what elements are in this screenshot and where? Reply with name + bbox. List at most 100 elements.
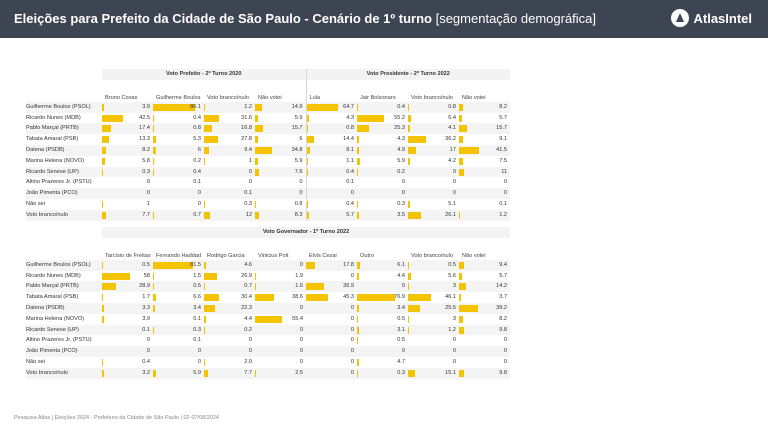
value-bar <box>102 272 131 280</box>
data-label: 0.8 <box>294 200 303 207</box>
row-label: Datena (PSDB) <box>26 144 102 156</box>
data-cell: 6 <box>153 144 204 156</box>
data-cell: 0.7 <box>153 209 204 221</box>
data-label: 0.4 <box>193 168 201 175</box>
data-cell: 0.1 <box>305 177 357 189</box>
data-label: 39.2 <box>496 304 508 311</box>
data-label: 46.1 <box>445 294 456 301</box>
data-label: 0.3 <box>244 200 252 207</box>
data-cell: 0 <box>255 357 306 368</box>
data-label: 12 <box>245 211 252 218</box>
data-cell: 14.9 <box>255 101 306 113</box>
data-label: 0 <box>350 304 354 311</box>
data-cell: 0 <box>255 259 306 271</box>
data-cell: 15.1 <box>408 367 459 379</box>
data-cell: 34.8 <box>255 144 306 156</box>
data-label: 0.5 <box>142 261 150 268</box>
value-bar <box>408 146 417 154</box>
value-bar <box>102 146 107 154</box>
value-bar <box>204 211 210 219</box>
column-header: Jair Bolsonaro <box>360 95 396 102</box>
data-cell: 0 <box>357 177 408 188</box>
value-bar <box>255 114 258 122</box>
data-label: 0 <box>350 348 354 355</box>
data-label: 0 <box>350 190 354 197</box>
data-cell: 0 <box>204 166 255 178</box>
table-row: Voto branco/nulo 3.2 5.9 7.7 2.5 0 0.3 15.1 9.8 <box>26 367 511 379</box>
data-label: 0.4 <box>346 168 354 175</box>
data-label: 17.4 <box>139 125 150 132</box>
data-label: 17.8 <box>343 261 354 268</box>
data-cell: 1.6 <box>255 281 306 293</box>
value-bar <box>408 136 426 144</box>
data-label: 5.7 <box>346 211 354 218</box>
data-label: 55.4 <box>292 315 303 322</box>
data-cell: 58 <box>102 271 153 282</box>
page-title: Eleições para Prefeito da Cidade de São … <box>14 11 596 26</box>
data-label: 0.2 <box>244 326 252 333</box>
data-cell: 5.1 <box>408 199 459 210</box>
data-cell: 0.1 <box>153 314 204 325</box>
value-bar <box>408 114 412 122</box>
data-cell: 0.4 <box>357 101 408 113</box>
data-cell: 0.7 <box>204 281 255 293</box>
data-cell: 0.5 <box>408 259 459 271</box>
data-cell: 1 <box>204 156 255 167</box>
table-row: Marina Helena (NOVO) 3.9 0.1 4.4 55.4 0 0.5 3 8.… <box>26 314 510 325</box>
data-cell: 16.8 <box>204 123 255 135</box>
data-label: 26.1 <box>445 211 456 218</box>
value-bar <box>204 369 208 377</box>
data-cell: 0 <box>102 335 153 346</box>
data-cell: 0.4 <box>305 166 357 178</box>
column-header: Não votei <box>462 95 486 102</box>
table-row: Ricardo Senese (UP) 0.1 0.3 0.2 0 0 3.1 1.2 9.8 <box>26 324 511 336</box>
row-label: Ricardo Nunes (MDB) <box>26 272 81 279</box>
data-cell: 0.2 <box>153 156 204 167</box>
data-cell: 0 <box>306 335 357 346</box>
value-bar <box>357 125 370 133</box>
data-label: 0 <box>197 190 201 197</box>
data-label: 4.3 <box>397 136 405 143</box>
data-cell: 8.2 <box>459 314 510 325</box>
data-label: 3.9 <box>142 315 150 322</box>
value-bar <box>204 315 207 323</box>
value-bar <box>306 283 325 291</box>
data-label: 1.2 <box>448 326 456 333</box>
table-corner <box>26 227 102 238</box>
data-cell: 5.7 <box>305 209 357 221</box>
data-label: 0 <box>452 190 456 197</box>
data-label: 0.5 <box>397 315 405 322</box>
data-cell: 4.7 <box>357 357 408 368</box>
value-bar <box>255 315 283 323</box>
data-label: 0 <box>503 337 508 344</box>
data-label: 4.6 <box>244 261 252 268</box>
data-label: 0 <box>452 179 456 186</box>
column-header: Fernando Haddad <box>156 253 202 260</box>
data-cell: 3.1 <box>357 324 408 336</box>
value-bar <box>255 157 258 165</box>
data-label: 0.4 <box>346 200 354 207</box>
data-label: 6 <box>299 136 303 143</box>
data-label: 0 <box>350 369 354 376</box>
value-bar <box>357 114 385 122</box>
value-bar <box>204 272 218 280</box>
data-label: 14.9 <box>291 103 303 110</box>
data-label: 0 <box>503 190 508 197</box>
data-label: 3 <box>452 315 456 322</box>
data-cell: 4.6 <box>204 259 255 271</box>
data-label: 7.7 <box>142 211 150 218</box>
value-bar <box>102 315 104 323</box>
row-label: Tabata Amaral (PSB) <box>26 294 79 301</box>
row-label: Tabata Amaral (PSB) <box>26 136 79 143</box>
data-cell: 0.5 <box>102 259 153 271</box>
value-bar <box>153 272 154 280</box>
data-cell: 6.6 <box>153 292 204 303</box>
data-cell: 81.5 <box>153 259 204 271</box>
data-label: 0.7 <box>193 211 201 218</box>
data-cell: 5.6 <box>408 271 459 282</box>
value-bar <box>204 261 207 269</box>
data-label: 5.8 <box>142 157 150 164</box>
value-bar <box>408 294 431 302</box>
data-cell: 0 <box>459 335 510 346</box>
data-label: 2.5 <box>295 369 303 376</box>
